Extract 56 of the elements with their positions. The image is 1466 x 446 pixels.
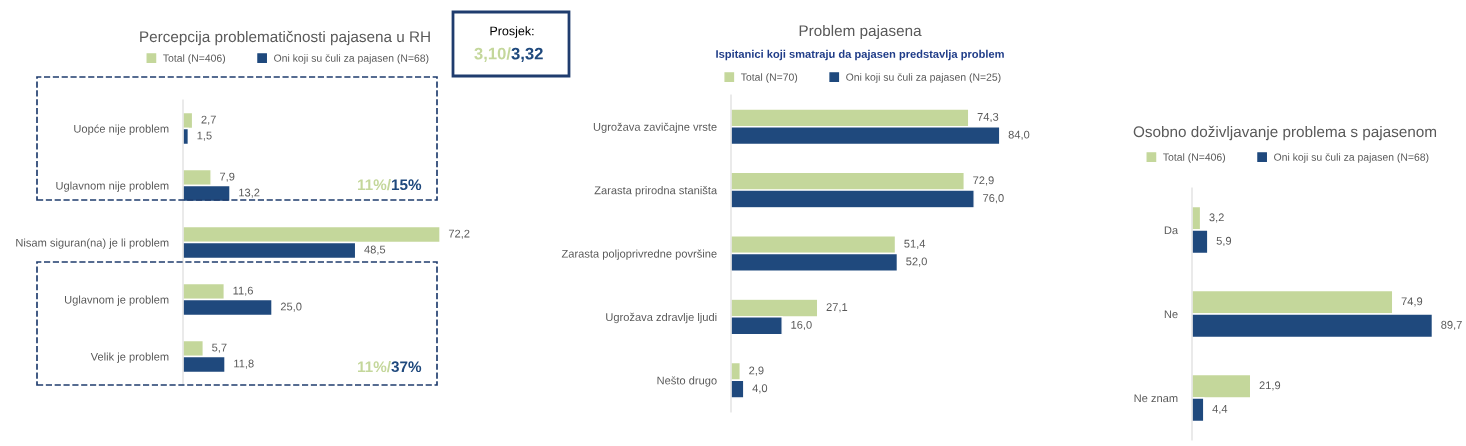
y-tick-label: Zarasta prirodna staništa: [594, 186, 718, 197]
annotation: 11%/: [357, 360, 391, 373]
y-tick-label: Uopće nije problem: [74, 124, 169, 135]
legend-label: Oni koji su čuli za pajasen (N=68): [274, 54, 429, 64]
data-label: 16,0: [791, 320, 812, 331]
data-label: 5,7: [212, 343, 227, 353]
y-tick-label: Ugrožava zavičajne vrste: [593, 122, 717, 134]
chart-title: Percepcija problematičnosti pajasena u RH: [140, 30, 430, 46]
data-label: 4,0: [752, 384, 768, 394]
y-tick-label: Zarasta poljoprivredne površine: [561, 249, 717, 260]
data-label: 27,1: [826, 303, 848, 313]
text: Prosjek:: [490, 26, 534, 38]
data-label: 2,7: [201, 115, 216, 125]
data-label: 1,5: [197, 131, 212, 141]
data-label: 3,2: [1209, 213, 1224, 223]
data-label: 21,9: [1259, 381, 1281, 391]
data-label: 74,9: [1401, 297, 1423, 307]
data-label: 11,8: [234, 359, 254, 369]
data-label: 13,2: [239, 188, 260, 198]
data-label: 84,0: [1008, 130, 1030, 140]
data-label: 72,9: [973, 176, 994, 186]
text: 3,32: [511, 47, 543, 62]
y-tick-label: Ne znam: [1134, 394, 1178, 403]
chart-subtitle: Ispitanici koji smatraju da pajasen predstavlja problem: [716, 49, 1004, 61]
data-label: 5,9: [1216, 236, 1232, 247]
y-tick-label: Ne: [1164, 310, 1178, 319]
data-label: 4,4: [1212, 404, 1228, 415]
y-tick-label: Uglavnom nije problem: [56, 181, 169, 192]
annotation: 11%/: [357, 178, 391, 191]
annotation: 37%: [391, 361, 422, 373]
data-label: 89,7: [1441, 320, 1462, 331]
legend-label: Oni koji su čuli za pajasen (N=68): [1274, 153, 1429, 163]
y-tick-label: Nisam siguran(na) je li problem: [16, 238, 169, 249]
data-label: 51,4: [904, 239, 926, 249]
annotation: 15%: [391, 179, 422, 191]
data-label: 72,2: [448, 229, 470, 239]
legend-label: Oni koji su čuli za pajasen (N=25): [846, 73, 1001, 83]
y-tick-label: Uglavnom je problem: [64, 295, 169, 306]
data-label: 76,0: [983, 194, 1004, 204]
chart-title: Osobno doživljavanje problema s pajasenom: [1133, 125, 1437, 141]
y-tick-label: Nešto drugo: [657, 376, 717, 387]
legend-label: Total (N=406): [163, 54, 226, 64]
y-tick-label: Da: [1164, 226, 1179, 235]
legend-label: Total (N=406): [1163, 153, 1226, 163]
y-tick-label: Ugrožava zdravlje ljudi: [606, 312, 717, 324]
text: 3,10/: [474, 47, 511, 62]
data-label: 52,0: [906, 257, 927, 267]
data-label: 74,3: [977, 112, 999, 123]
data-label: 48,5: [364, 245, 386, 255]
y-tick-label: Velik je problem: [90, 352, 169, 363]
legend-label: Total (N=70): [740, 73, 798, 83]
data-label: 25,0: [280, 302, 302, 312]
data-label: 11,6: [233, 286, 253, 296]
chart-title: Problem pajasena: [799, 24, 922, 40]
data-label: 2,9: [749, 366, 764, 376]
data-label: 7,9: [220, 172, 235, 182]
